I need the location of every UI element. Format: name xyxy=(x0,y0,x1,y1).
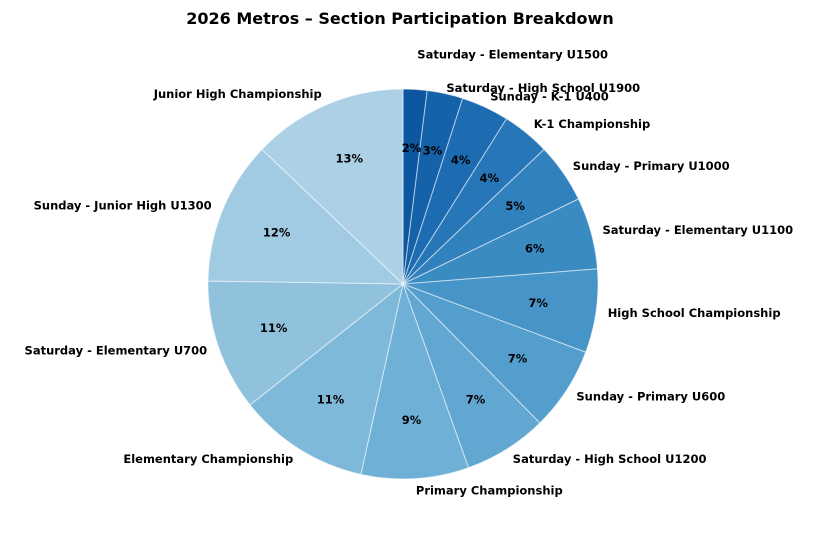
pct-label-10: 11% xyxy=(317,393,345,407)
pie-slice-9 xyxy=(360,283,469,480)
pct-label-9: 9% xyxy=(402,413,422,427)
pct-label-1: 3% xyxy=(423,144,443,158)
pct-label-5: 6% xyxy=(525,241,545,255)
pct-label-13: 13% xyxy=(336,152,364,166)
slice-label-7: Sunday - Primary U600 xyxy=(576,390,725,404)
slice-label-1: Saturday - High School U1900 xyxy=(446,81,640,95)
pie-slice-12 xyxy=(207,148,404,285)
slice-label-4: Sunday - Primary U1000 xyxy=(573,159,730,173)
pct-label-3: 4% xyxy=(480,171,500,185)
pct-label-8: 7% xyxy=(466,393,486,407)
slice-label-2: Sunday - K-1 U400 xyxy=(490,90,609,104)
chart-title: 2026 Metros – Section Participation Brea… xyxy=(186,9,613,28)
pie-slice-11 xyxy=(207,280,404,406)
slice-label-5: Saturday - Elementary U1100 xyxy=(603,223,794,237)
slice-label-13: Junior High Championship xyxy=(153,87,322,101)
pct-label-0: 2% xyxy=(402,141,422,155)
pct-label-7: 7% xyxy=(508,351,528,365)
pct-label-4: 5% xyxy=(505,199,525,213)
slice-label-8: Saturday - High School U1200 xyxy=(513,452,707,466)
slice-label-9: Primary Championship xyxy=(416,483,563,497)
slice-label-6: High School Championship xyxy=(608,306,781,320)
slice-label-12: Sunday - Junior High U1300 xyxy=(34,199,212,213)
slice-label-11: Saturday - Elementary U700 xyxy=(25,343,208,357)
slice-label-10: Elementary Championship xyxy=(123,452,293,466)
slice-label-0: Saturday - Elementary U1500 xyxy=(417,47,608,61)
pie-slice-10 xyxy=(249,283,404,475)
pct-label-12: 12% xyxy=(263,225,291,239)
pct-label-6: 7% xyxy=(528,296,548,310)
pct-label-11: 11% xyxy=(260,321,288,335)
slice-label-3: K-1 Championship xyxy=(534,117,651,131)
pie-slice-13 xyxy=(261,88,404,285)
pct-label-2: 4% xyxy=(451,153,471,167)
